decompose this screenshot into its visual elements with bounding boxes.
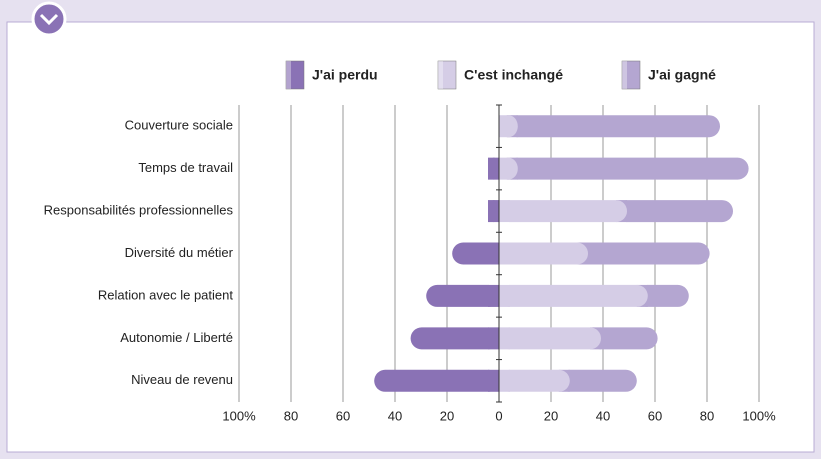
y-tick-label: Niveau de revenu	[131, 372, 233, 387]
legend-label: C'est inchangé	[464, 67, 563, 83]
legend-swatch	[285, 60, 305, 90]
bar-join	[499, 115, 510, 138]
y-tick-label: Temps de travail	[138, 160, 233, 175]
legend-swatch-side	[286, 61, 291, 89]
legend-label: J'ai perdu	[312, 67, 378, 83]
legend-swatch-side	[622, 61, 627, 89]
bar-join	[499, 200, 510, 223]
bar	[506, 115, 720, 138]
x-tick-label: 20	[544, 408, 558, 423]
bar	[506, 157, 749, 180]
bar	[636, 284, 689, 307]
y-tick-label: Couverture sociale	[125, 118, 233, 133]
bar-join	[499, 369, 510, 392]
legend-swatch-side	[438, 61, 443, 89]
x-tick-label: 40	[596, 408, 610, 423]
bar	[499, 369, 570, 392]
legend-swatch	[621, 60, 641, 90]
bar	[410, 327, 499, 350]
y-tick-label: Relation avec le patient	[98, 287, 234, 302]
bar	[590, 327, 658, 350]
bar-join	[499, 327, 510, 350]
bar	[499, 242, 588, 265]
toggle-icon[interactable]	[31, 1, 67, 37]
y-tick-label: Autonomie / Liberté	[120, 330, 233, 345]
x-tick-label: 0	[495, 408, 502, 423]
x-tick-label: 60	[648, 408, 662, 423]
bar	[499, 200, 627, 223]
bar-join	[488, 157, 499, 180]
bar	[577, 242, 710, 265]
x-tick-label: 40	[388, 408, 402, 423]
x-tick-label: 80	[700, 408, 714, 423]
bar	[452, 242, 499, 265]
bar-join	[488, 369, 499, 392]
chevron	[39, 13, 59, 26]
bar	[426, 284, 499, 307]
bar-join	[488, 200, 499, 223]
bar	[616, 200, 733, 223]
bar	[374, 369, 499, 392]
x-tick-label: 20	[440, 408, 454, 423]
x-tick-label: 80	[284, 408, 298, 423]
bar	[558, 369, 637, 392]
bar-join	[499, 242, 510, 265]
bar	[499, 327, 601, 350]
bar-join	[488, 327, 499, 350]
bar-join	[488, 242, 499, 265]
bar-join	[488, 284, 499, 307]
bar-join	[499, 284, 510, 307]
bar	[499, 284, 648, 307]
legend-label: J'ai gagné	[648, 67, 716, 83]
x-tick-label: 100%	[742, 408, 776, 423]
y-tick-label: Responsabilités professionnelles	[44, 203, 234, 218]
y-tick-label: Diversité du métier	[125, 245, 234, 260]
legend-swatch	[437, 60, 457, 90]
x-tick-label: 60	[336, 408, 350, 423]
bar-join	[499, 157, 510, 180]
x-tick-label: 100%	[222, 408, 256, 423]
